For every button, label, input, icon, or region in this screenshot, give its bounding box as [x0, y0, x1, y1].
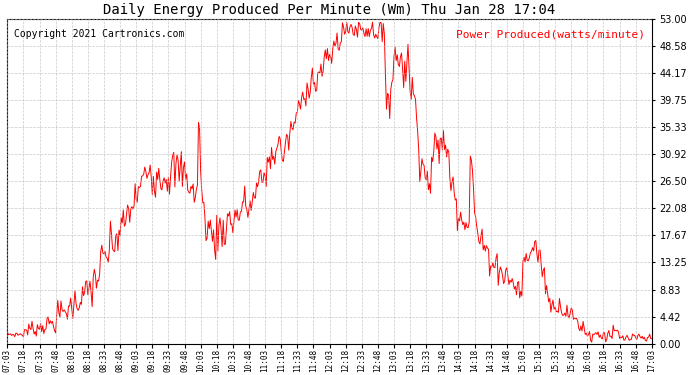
- Text: Power Produced(watts/minute): Power Produced(watts/minute): [456, 29, 645, 39]
- Title: Daily Energy Produced Per Minute (Wm) Thu Jan 28 17:04: Daily Energy Produced Per Minute (Wm) Th…: [104, 3, 555, 17]
- Text: Copyright 2021 Cartronics.com: Copyright 2021 Cartronics.com: [14, 29, 184, 39]
